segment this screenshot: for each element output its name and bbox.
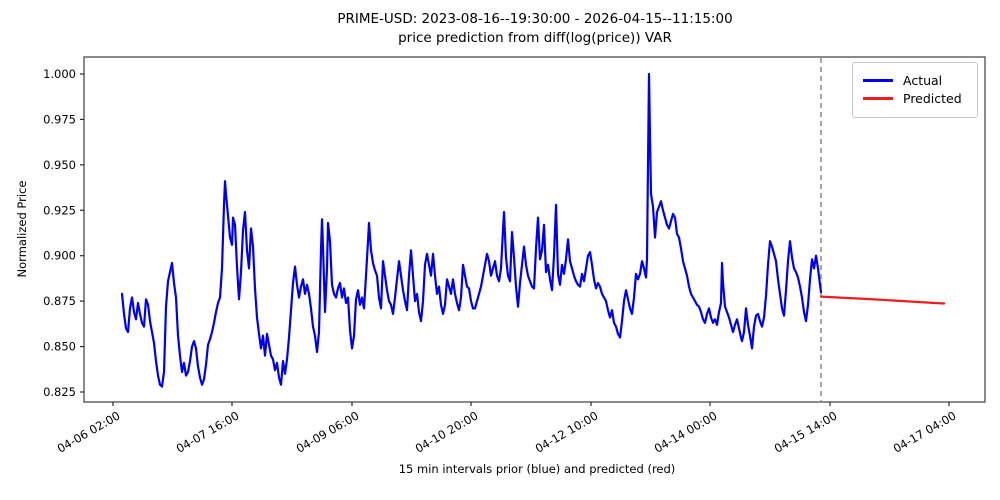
chart-title-line2: price prediction from diff(log(price)) V… <box>398 30 672 46</box>
x-tick-label: 04-07 16:00 <box>174 408 242 455</box>
actual-line-swatch <box>863 79 893 82</box>
y-tick-label: 0.875 <box>43 294 76 308</box>
legend-item-predicted: Predicted <box>863 91 967 106</box>
legend-label-predicted: Predicted <box>903 91 962 106</box>
axes-frame <box>83 56 986 403</box>
x-tick-label: 04-15 14:00 <box>772 408 840 455</box>
y-tick-label: 0.950 <box>43 158 76 172</box>
y-tick-label: 0.975 <box>43 112 76 126</box>
x-tick-label: 04-17 04:00 <box>891 408 959 455</box>
chart-title: PRIME-USD: 2023-08-16--19:30:00 - 2026-0… <box>85 10 985 48</box>
chart-title-line1: PRIME-USD: 2023-08-16--19:30:00 - 2026-0… <box>337 11 733 27</box>
y-tick-label: 1.000 <box>43 67 76 81</box>
y-tick-label: 0.925 <box>43 203 76 217</box>
predicted-line <box>819 295 946 305</box>
x-tick-label: 04-06 02:00 <box>55 408 123 455</box>
x-tick-label: 04-10 20:00 <box>413 408 481 455</box>
legend: Actual Predicted <box>852 62 978 118</box>
y-tick-label: 0.825 <box>43 385 76 399</box>
actual-line <box>120 72 823 388</box>
x-axis-label: 15 min intervals prior (blue) and predic… <box>398 462 676 476</box>
x-tick-label: 04-09 06:00 <box>294 408 362 455</box>
predicted-line-swatch <box>863 97 893 100</box>
y-tick-label: 0.900 <box>43 249 76 263</box>
y-tick-label: 0.850 <box>43 340 76 354</box>
legend-item-actual: Actual <box>863 73 967 88</box>
x-tick-label: 04-12 10:00 <box>533 408 601 455</box>
legend-label-actual: Actual <box>903 73 943 88</box>
x-tick-label: 04-14 00:00 <box>652 408 720 455</box>
